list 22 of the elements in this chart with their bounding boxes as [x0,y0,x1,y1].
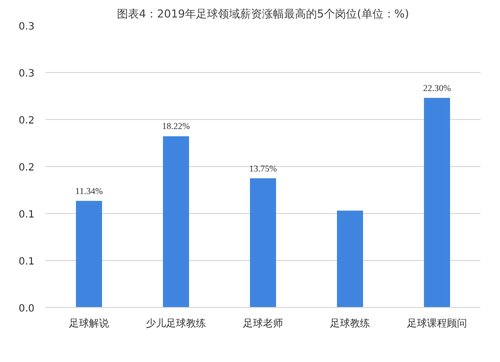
y-tick-label: 0.2 [18,116,35,126]
y-tick-label: 0.3 [18,68,35,80]
bar [424,98,450,308]
bar [250,178,276,308]
x-tick-label: 足球解说 [69,318,109,330]
x-tick-label: 少儿足球教练 [146,318,206,330]
x-tick-label: 足球教练 [330,318,370,330]
data-label: 13.75% [249,163,278,174]
data-label: 11.34% [75,186,104,196]
chart-title: 图表4：2019年足球领域薪资涨幅最高的5个岗位(单位：%) [116,8,410,20]
y-tick-label: 0.1 [18,210,35,220]
data-label: 22.30% [423,82,452,93]
x-tick-label: 足球老师 [243,318,283,330]
bar [336,210,364,308]
data-label: 18.22% [162,121,190,132]
bar [162,136,190,308]
y-tick-label: 0.2 [18,162,35,174]
y-tick-label: 0.3 [18,22,35,32]
x-tick-label: 足球课程顾问 [407,318,467,330]
y-tick-label: 0.0 [18,304,35,314]
bar [76,200,102,308]
y-tick-label: 0.1 [18,256,35,268]
